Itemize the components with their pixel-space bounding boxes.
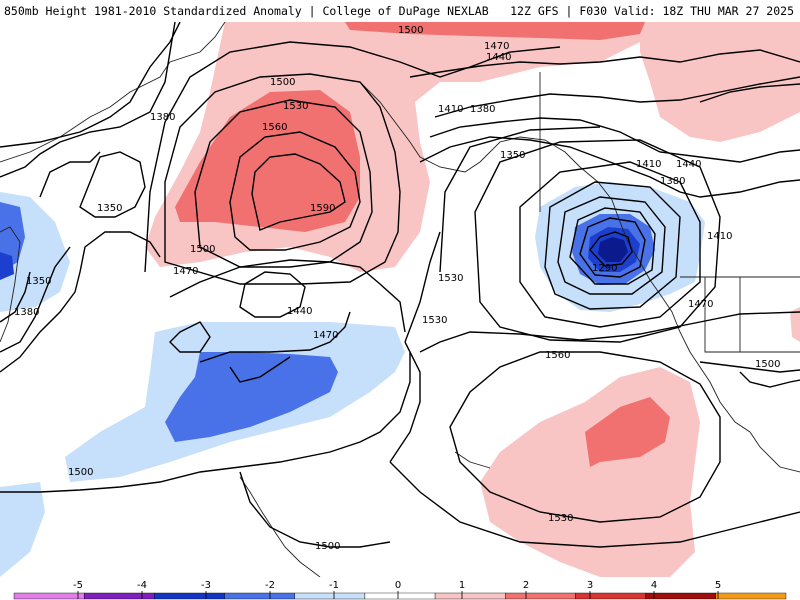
positive-anomaly-area [345,22,645,40]
colorbar-segment [83,592,155,600]
contour-label: 1530 [548,513,573,524]
contour-label: 1440 [676,159,701,170]
colorbar-ticks: -5 -4 -3 -2 -1 0 1 2 3 4 5 [73,580,721,599]
contour-label: 1410 [438,104,463,115]
positive-anomaly-area [175,90,360,232]
positive-anomaly-area [640,22,800,142]
colorbar-segment [575,592,646,600]
colorbar-segment [715,592,787,600]
colorbar-tick-label: 0 [395,580,401,591]
contour-label: 1350 [500,150,525,161]
contour-label: 1380 [14,307,39,318]
contour-label: 1500 [398,25,423,36]
contour-label: 1440 [287,306,312,317]
contour-label: 1470 [313,330,338,341]
colorbar-segment [434,592,506,600]
positive-anomaly-area [585,397,670,467]
contour-label: 1350 [97,203,122,214]
figure-title: 850mb Height 1981-2010 Standardized Anom… [4,4,489,18]
colorbar-tick-label: -2 [265,580,275,591]
contour-label: 1350 [26,276,51,287]
contour-label: 1500 [755,359,780,370]
colorbar: -5 -4 -3 -2 -1 0 1 2 3 4 5 [13,580,787,600]
negative-anomaly-area [165,352,338,442]
colorbar-segments [13,592,787,600]
contour-label: 1500 [315,541,340,552]
contour-label: 1440 [486,52,511,63]
contour-label: 1380 [150,112,175,123]
negative-anomaly-area [0,482,45,577]
contour-label: 1470 [688,299,713,310]
anomaly-shading [0,22,800,577]
colorbar-segment [505,592,576,600]
colorbar-tick-label: -1 [329,580,339,591]
contour-label: 1530 [438,273,463,284]
contour-label: 1410 [707,231,732,242]
contour-label: 1530 [422,315,447,326]
colorbar-segment [154,592,225,600]
contour-label: 1410 [636,159,661,170]
anomaly-map: 1500 1470 1440 1410 1380 1350 1290 1500 … [0,22,800,577]
colorbar-tick-label: -4 [137,580,147,591]
contour-labels: 1500 1470 1440 1410 1380 1350 1290 1500 … [14,25,780,552]
contour-label: 1560 [262,122,287,133]
positive-anomaly-area [790,307,800,342]
colorbar-tick-label: -3 [201,580,211,591]
coastlines [0,22,800,577]
negative-anomaly-area [598,237,628,262]
colorbar-tick-label: -5 [73,580,83,591]
contour-label: 1590 [310,203,335,214]
colorbar-segment [364,592,436,600]
figure-header: 850mb Height 1981-2010 Standardized Anom… [0,0,800,22]
contour-label: 1380 [470,104,495,115]
contour-label: 1470 [484,41,509,52]
contour-label: 1530 [283,101,308,112]
contour-label: 1380 [660,176,685,187]
contour-label: 1470 [173,266,198,277]
colorbar-segment [13,592,85,600]
contour-label: 1560 [545,350,570,361]
colorbar-segment [294,592,366,600]
colorbar-tick-label: 5 [715,580,721,591]
colorbar-segment [645,592,717,600]
contour-label: 1290 [592,263,617,274]
contour-label: 1500 [270,77,295,88]
colorbar-segment [224,592,295,600]
colorbar-tick-label: 1 [459,580,465,591]
contour-label: 1500 [68,467,93,478]
height-contours [0,22,800,548]
contour-label: 1500 [190,244,215,255]
run-info: 12Z GFS | F030 Valid: 18Z THU MAR 27 202… [510,4,794,18]
colorbar-tick-label: 4 [651,580,657,591]
negative-anomaly-area [0,252,14,280]
colorbar-tick-label: 3 [587,580,593,591]
colorbar-tick-label: 2 [523,580,529,591]
